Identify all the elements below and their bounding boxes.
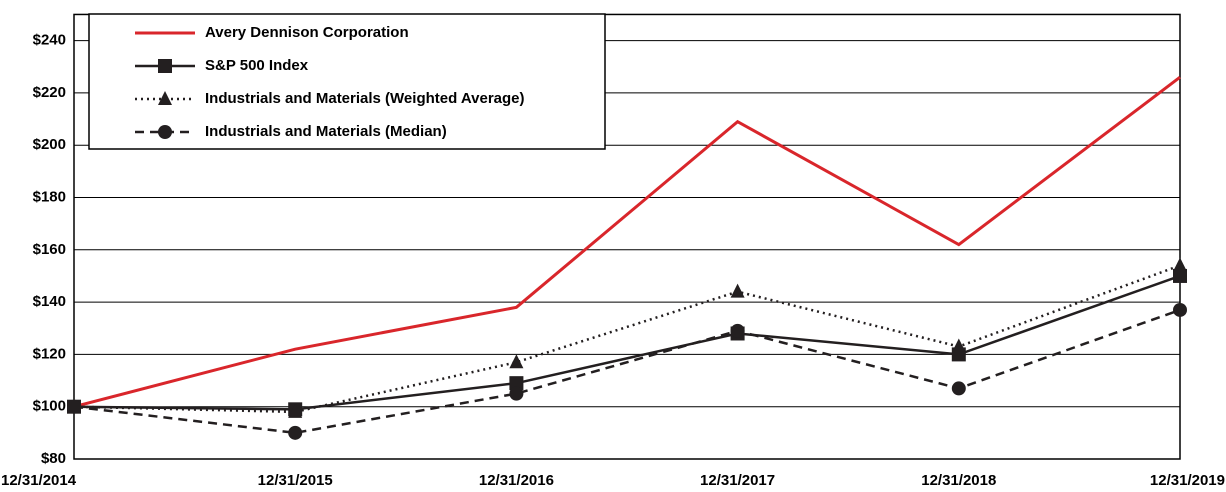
y-tick-label: $180 [33,188,66,205]
x-tick-label: 12/31/2016 [479,472,554,489]
y-tick-label: $140 [33,293,66,310]
marker-triangle [288,403,303,418]
series-line [73,76,1181,409]
legend-marker [158,125,172,139]
legend-box [88,13,606,150]
legend-label: S&P 500 Index [205,57,309,74]
x-tick-label: 12/31/2014 [1,472,77,489]
y-tick-label: $120 [33,345,66,362]
y-tick-label: $80 [41,450,66,467]
legend: Avery Dennison Corporation S&P 500 Index I… [88,13,606,150]
x-tick-label: 12/31/2019 [1150,472,1225,489]
marker-triangle [730,283,745,298]
marker-triangle [951,338,966,353]
series-line [73,274,1181,411]
marker-triangle [509,354,524,369]
marker-circle [509,386,524,401]
series-line [73,264,1181,414]
marker-circle [1173,302,1187,317]
marker-circle [288,425,303,440]
legend-marker [158,91,172,105]
series-line [73,308,1181,435]
y-tick-label: $100 [33,398,66,415]
legend-marker [158,59,172,73]
legend-label: Avery Dennison Corporation [205,24,409,41]
legend-label: Industrials and Materials (Weighted Aver… [205,90,525,107]
marker-triangle [1173,257,1187,272]
y-tick-label: $200 [33,136,66,153]
x-tick-label: 12/31/2015 [258,472,333,489]
y-tick-label: $240 [33,32,66,49]
marker-square [1173,268,1187,283]
plot-frame [73,13,1181,460]
y-tick-label: $160 [33,241,66,258]
marker-circle [730,323,745,338]
y-tick-label: $220 [33,84,66,101]
marker-circle [951,381,966,396]
x-tick-label: 12/31/2018 [921,472,996,489]
marker-square [509,376,524,391]
legend-label: Industrials and Materials (Median) [205,123,447,140]
marker-circle [67,399,81,414]
x-tick-label: 12/31/2017 [700,472,775,489]
